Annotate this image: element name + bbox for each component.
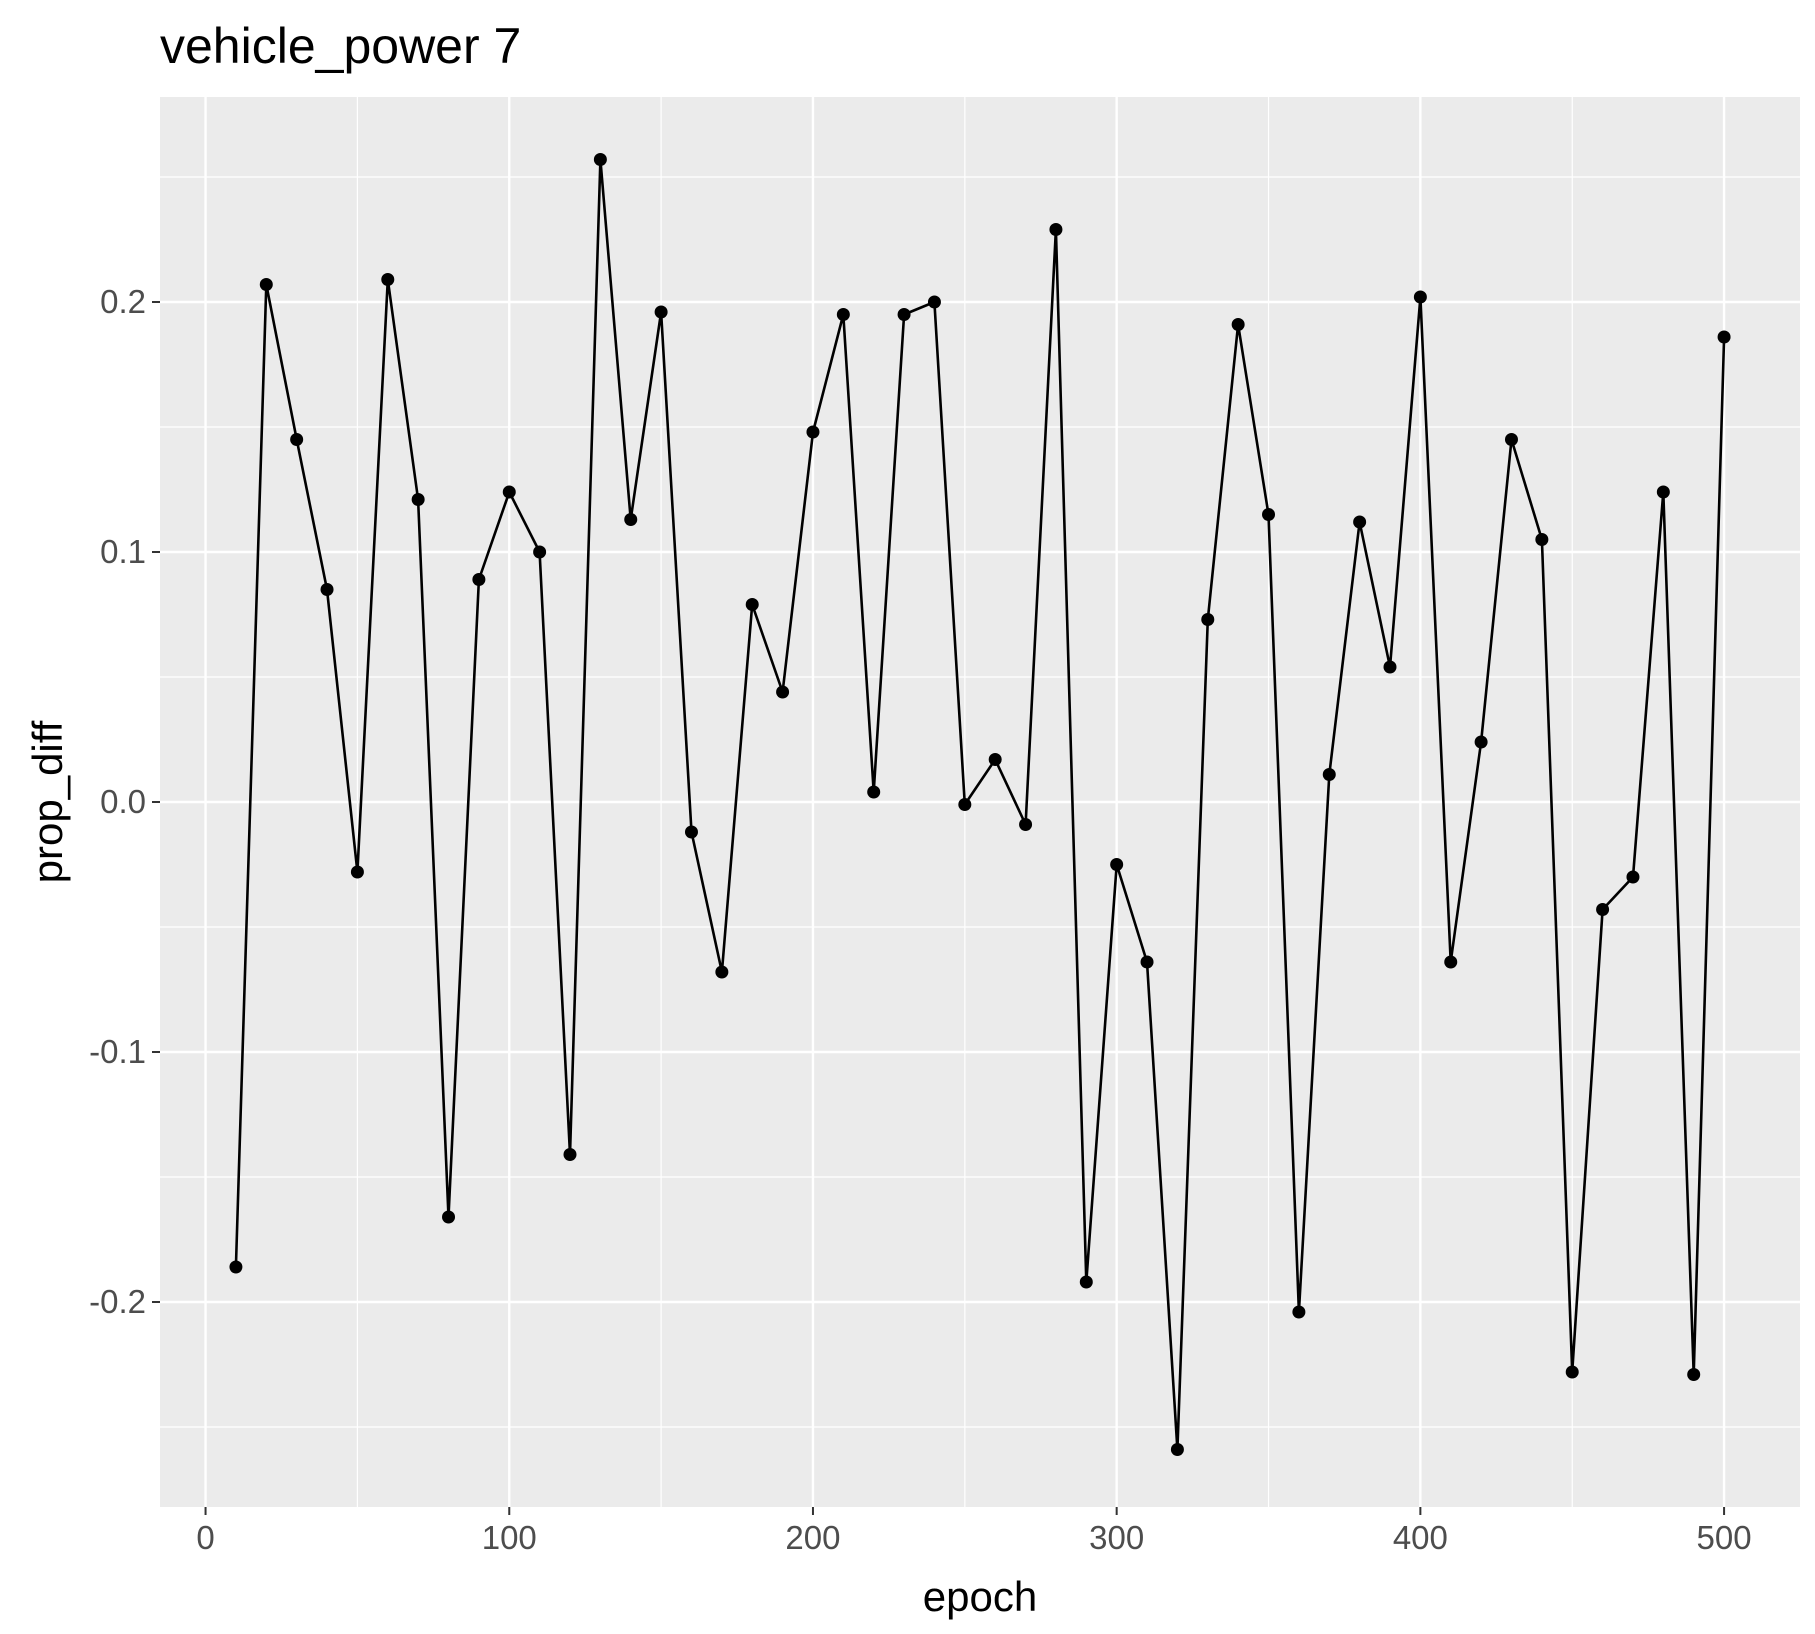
data-point xyxy=(1140,955,1154,969)
x-tick-label: 100 xyxy=(482,1519,537,1556)
data-point xyxy=(1565,1365,1579,1379)
data-point xyxy=(259,278,273,291)
data-point xyxy=(533,545,547,559)
data-point xyxy=(776,685,790,699)
data-point xyxy=(988,753,1002,766)
data-point xyxy=(836,308,850,321)
data-point xyxy=(1474,735,1488,749)
data-point xyxy=(624,513,638,526)
data-point xyxy=(745,598,759,611)
data-point xyxy=(806,425,820,439)
y-tick-label: 0.2 xyxy=(100,283,146,320)
x-tick-label: 500 xyxy=(1697,1519,1752,1556)
data-point xyxy=(1626,870,1640,884)
data-point xyxy=(229,1260,243,1274)
data-point xyxy=(1201,613,1215,626)
x-axis-title: epoch xyxy=(923,1573,1037,1620)
x-tick-label: 300 xyxy=(1089,1519,1144,1556)
data-point xyxy=(1019,818,1033,831)
x-tick-label: 200 xyxy=(785,1519,840,1556)
x-tick-label: 0 xyxy=(196,1519,214,1556)
y-axis: -0.2 -0.1 0.0 0.1 0.2 xyxy=(89,283,160,1320)
data-point xyxy=(290,433,304,446)
data-point xyxy=(320,583,334,596)
data-point xyxy=(1656,485,1670,499)
data-point xyxy=(1322,768,1336,781)
data-point xyxy=(472,573,486,586)
data-point xyxy=(684,825,698,839)
data-point xyxy=(1079,1275,1093,1289)
data-point xyxy=(502,485,516,499)
y-tick-label: 0.0 xyxy=(100,783,146,820)
data-point xyxy=(1231,318,1245,331)
data-point xyxy=(1596,903,1610,916)
y-tick-label: -0.1 xyxy=(89,1033,146,1070)
data-point xyxy=(654,305,668,319)
y-tick-label: -0.2 xyxy=(89,1283,146,1320)
data-point xyxy=(411,493,425,506)
series-line xyxy=(234,158,1726,1451)
data-point xyxy=(1110,858,1124,871)
data-point xyxy=(927,295,941,309)
data-point xyxy=(442,1210,456,1224)
x-tick-label: 400 xyxy=(1393,1519,1448,1556)
data-point xyxy=(350,865,364,879)
data-point xyxy=(1687,1368,1701,1381)
data-point xyxy=(1262,508,1276,521)
major-gridlines xyxy=(160,97,1800,1507)
data-point xyxy=(1717,330,1731,344)
data-point xyxy=(381,273,395,286)
data-point xyxy=(867,785,881,799)
chart-title: vehicle_power 7 xyxy=(160,18,521,74)
data-point xyxy=(1444,955,1458,969)
series-polyline xyxy=(234,158,1726,1451)
data-point xyxy=(593,153,607,166)
y-axis-title: prop_diff xyxy=(24,720,71,883)
data-point xyxy=(1535,533,1549,546)
data-point xyxy=(1383,660,1397,674)
data-point xyxy=(1170,1443,1184,1456)
data-point xyxy=(958,798,972,811)
data-point xyxy=(1292,1305,1306,1319)
data-point xyxy=(1353,515,1367,529)
data-points xyxy=(229,153,1731,1456)
data-point xyxy=(1504,433,1518,446)
data-point xyxy=(563,1148,577,1161)
data-point xyxy=(1413,290,1427,304)
data-point xyxy=(1049,223,1063,236)
data-point xyxy=(897,308,911,321)
x-axis: 0 100 200 300 400 500 xyxy=(196,1507,1752,1556)
data-point xyxy=(715,965,729,979)
y-tick-label: 0.1 xyxy=(100,533,146,570)
